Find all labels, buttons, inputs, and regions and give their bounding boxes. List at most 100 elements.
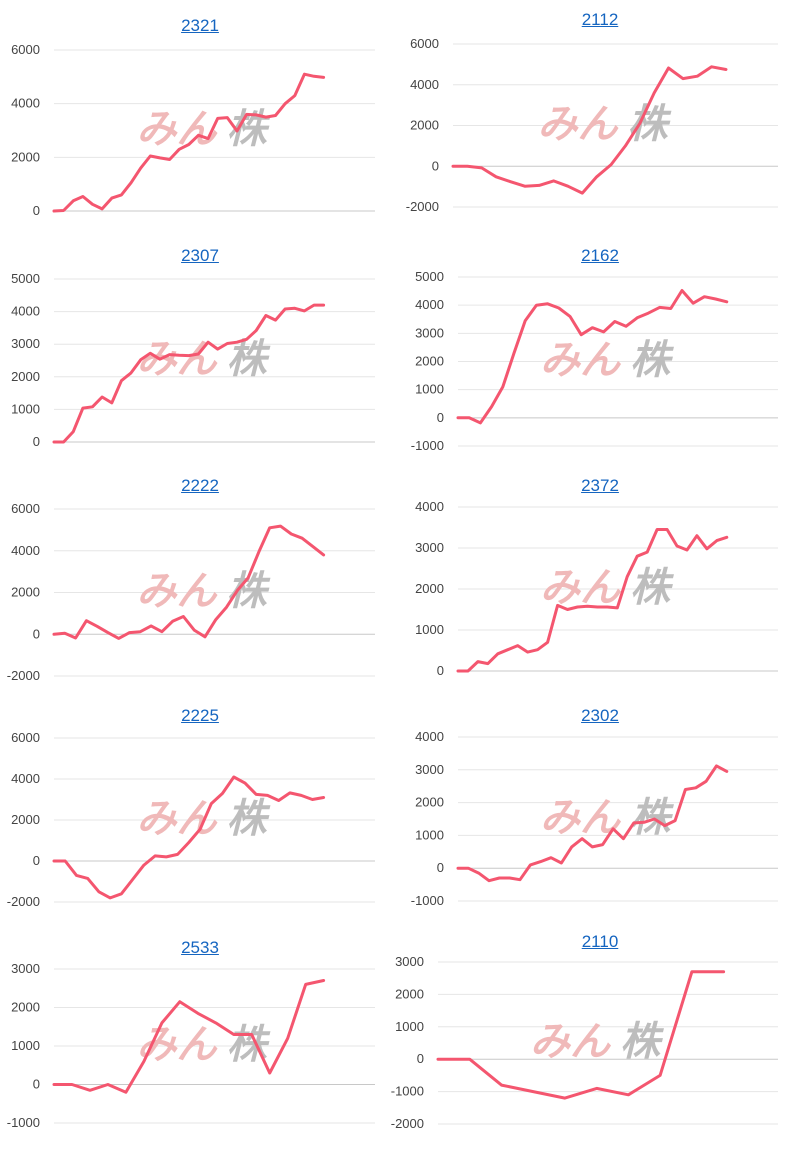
y-tick-label: 3000 [415,762,444,777]
y-tick-label: 1000 [415,382,444,397]
series-line [52,979,326,1094]
y-tick-label: 6000 [11,42,40,57]
series-line [456,764,729,883]
series-line [52,303,326,444]
y-tick-label: 6000 [410,36,439,51]
watermark-logo: みん [530,1019,612,1065]
y-tick-label: 2000 [11,585,40,600]
y-tick-label: 2000 [11,369,40,384]
chart-title-link[interactable]: 2225 [181,706,219,725]
y-tick-label: -2000 [7,894,40,909]
y-tick-label: -1000 [7,1115,40,1130]
watermark-logo: 株 [227,337,271,383]
y-tick-label: 1000 [11,1038,40,1053]
y-tick-label: 0 [437,410,444,425]
y-tick-label: 0 [33,1077,40,1092]
y-tick-label: 0 [432,158,439,173]
watermark-logo: 株 [227,796,271,842]
y-tick-label: 3000 [11,336,40,351]
watermark-logo: 株 [628,102,672,148]
y-tick-label: -2000 [406,199,439,214]
series-line [436,970,726,1100]
chart-title-link[interactable]: 2222 [181,476,219,495]
chart-panel-2321: 2321 [0,0,400,230]
series-line [451,65,728,195]
y-tick-label: 4000 [415,499,444,514]
chart-panel-2307: 2307 [0,230,400,460]
y-tick-label: 2000 [11,1000,40,1015]
y-tick-label: 4000 [415,297,444,312]
chart-panel-2222: 2222 [0,460,400,690]
y-tick-label: 4000 [11,543,40,558]
chart-title-link[interactable]: 2533 [181,938,219,957]
y-tick-label: 2000 [395,986,424,1001]
y-tick-label: 2000 [410,118,439,133]
watermark-logo: みん [137,569,219,615]
y-tick-label: -1000 [411,893,444,908]
chart-title-link[interactable]: 2302 [581,706,619,725]
chart-panel-2110: 2110 [400,922,800,1152]
y-tick-label: 3000 [415,325,444,340]
y-tick-label: -2000 [7,668,40,683]
y-tick-label: 3000 [395,954,424,969]
y-tick-label: 0 [33,853,40,868]
y-tick-label: 0 [437,663,444,678]
y-tick-label: 4000 [410,77,439,92]
chart-panel-2372: 2372 [400,460,800,690]
chart-panel-2225: 2225 [0,690,400,920]
y-tick-label: 1000 [11,401,40,416]
chart-panel-2302: 2302 [400,690,800,920]
watermark-logo: みん [137,107,219,153]
y-tick-label: 4000 [11,771,40,786]
y-tick-label: 3000 [415,540,444,555]
y-tick-label: 5000 [415,269,444,284]
chart-title-link[interactable]: 2321 [181,16,219,35]
chart-title-link[interactable]: 2110 [581,932,619,951]
watermark-logo: みん [540,338,622,384]
y-tick-label: 0 [33,203,40,218]
y-tick-label: 2000 [415,354,444,369]
y-tick-label: 0 [437,860,444,875]
chart-panel-2112: 2112 [400,0,800,230]
y-tick-label: 3000 [11,961,40,976]
chart-title-link[interactable]: 2112 [581,10,619,29]
y-tick-label: -1000 [391,1084,424,1099]
y-tick-label: 6000 [11,501,40,516]
y-tick-label: 2000 [415,581,444,596]
series-line [52,775,326,900]
chart-title-link[interactable]: 2307 [181,246,219,265]
series-line [456,289,729,425]
y-tick-label: 4000 [11,96,40,111]
y-tick-label: -1000 [411,438,444,453]
y-tick-label: 0 [33,626,40,641]
series-line [456,528,729,673]
series-line [52,72,326,213]
series-line [52,524,326,640]
y-tick-label: 2000 [11,812,40,827]
y-tick-label: 4000 [415,729,444,744]
y-tick-label: -2000 [391,1116,424,1131]
y-tick-label: 1000 [415,827,444,842]
chart-panel-2162: 2162 [400,230,800,460]
chart-title-link[interactable]: 2162 [581,246,619,265]
y-tick-label: 0 [417,1051,424,1066]
chart-panel-2533: 2533 [0,922,400,1152]
y-tick-label: 6000 [11,730,40,745]
watermark-logo: みん [538,102,620,148]
y-tick-label: 2000 [415,795,444,810]
watermark-logo: 株 [630,795,674,841]
chart-title-link[interactable]: 2372 [581,476,619,495]
watermark-logo: 株 [630,565,674,611]
y-tick-label: 2000 [11,149,40,164]
